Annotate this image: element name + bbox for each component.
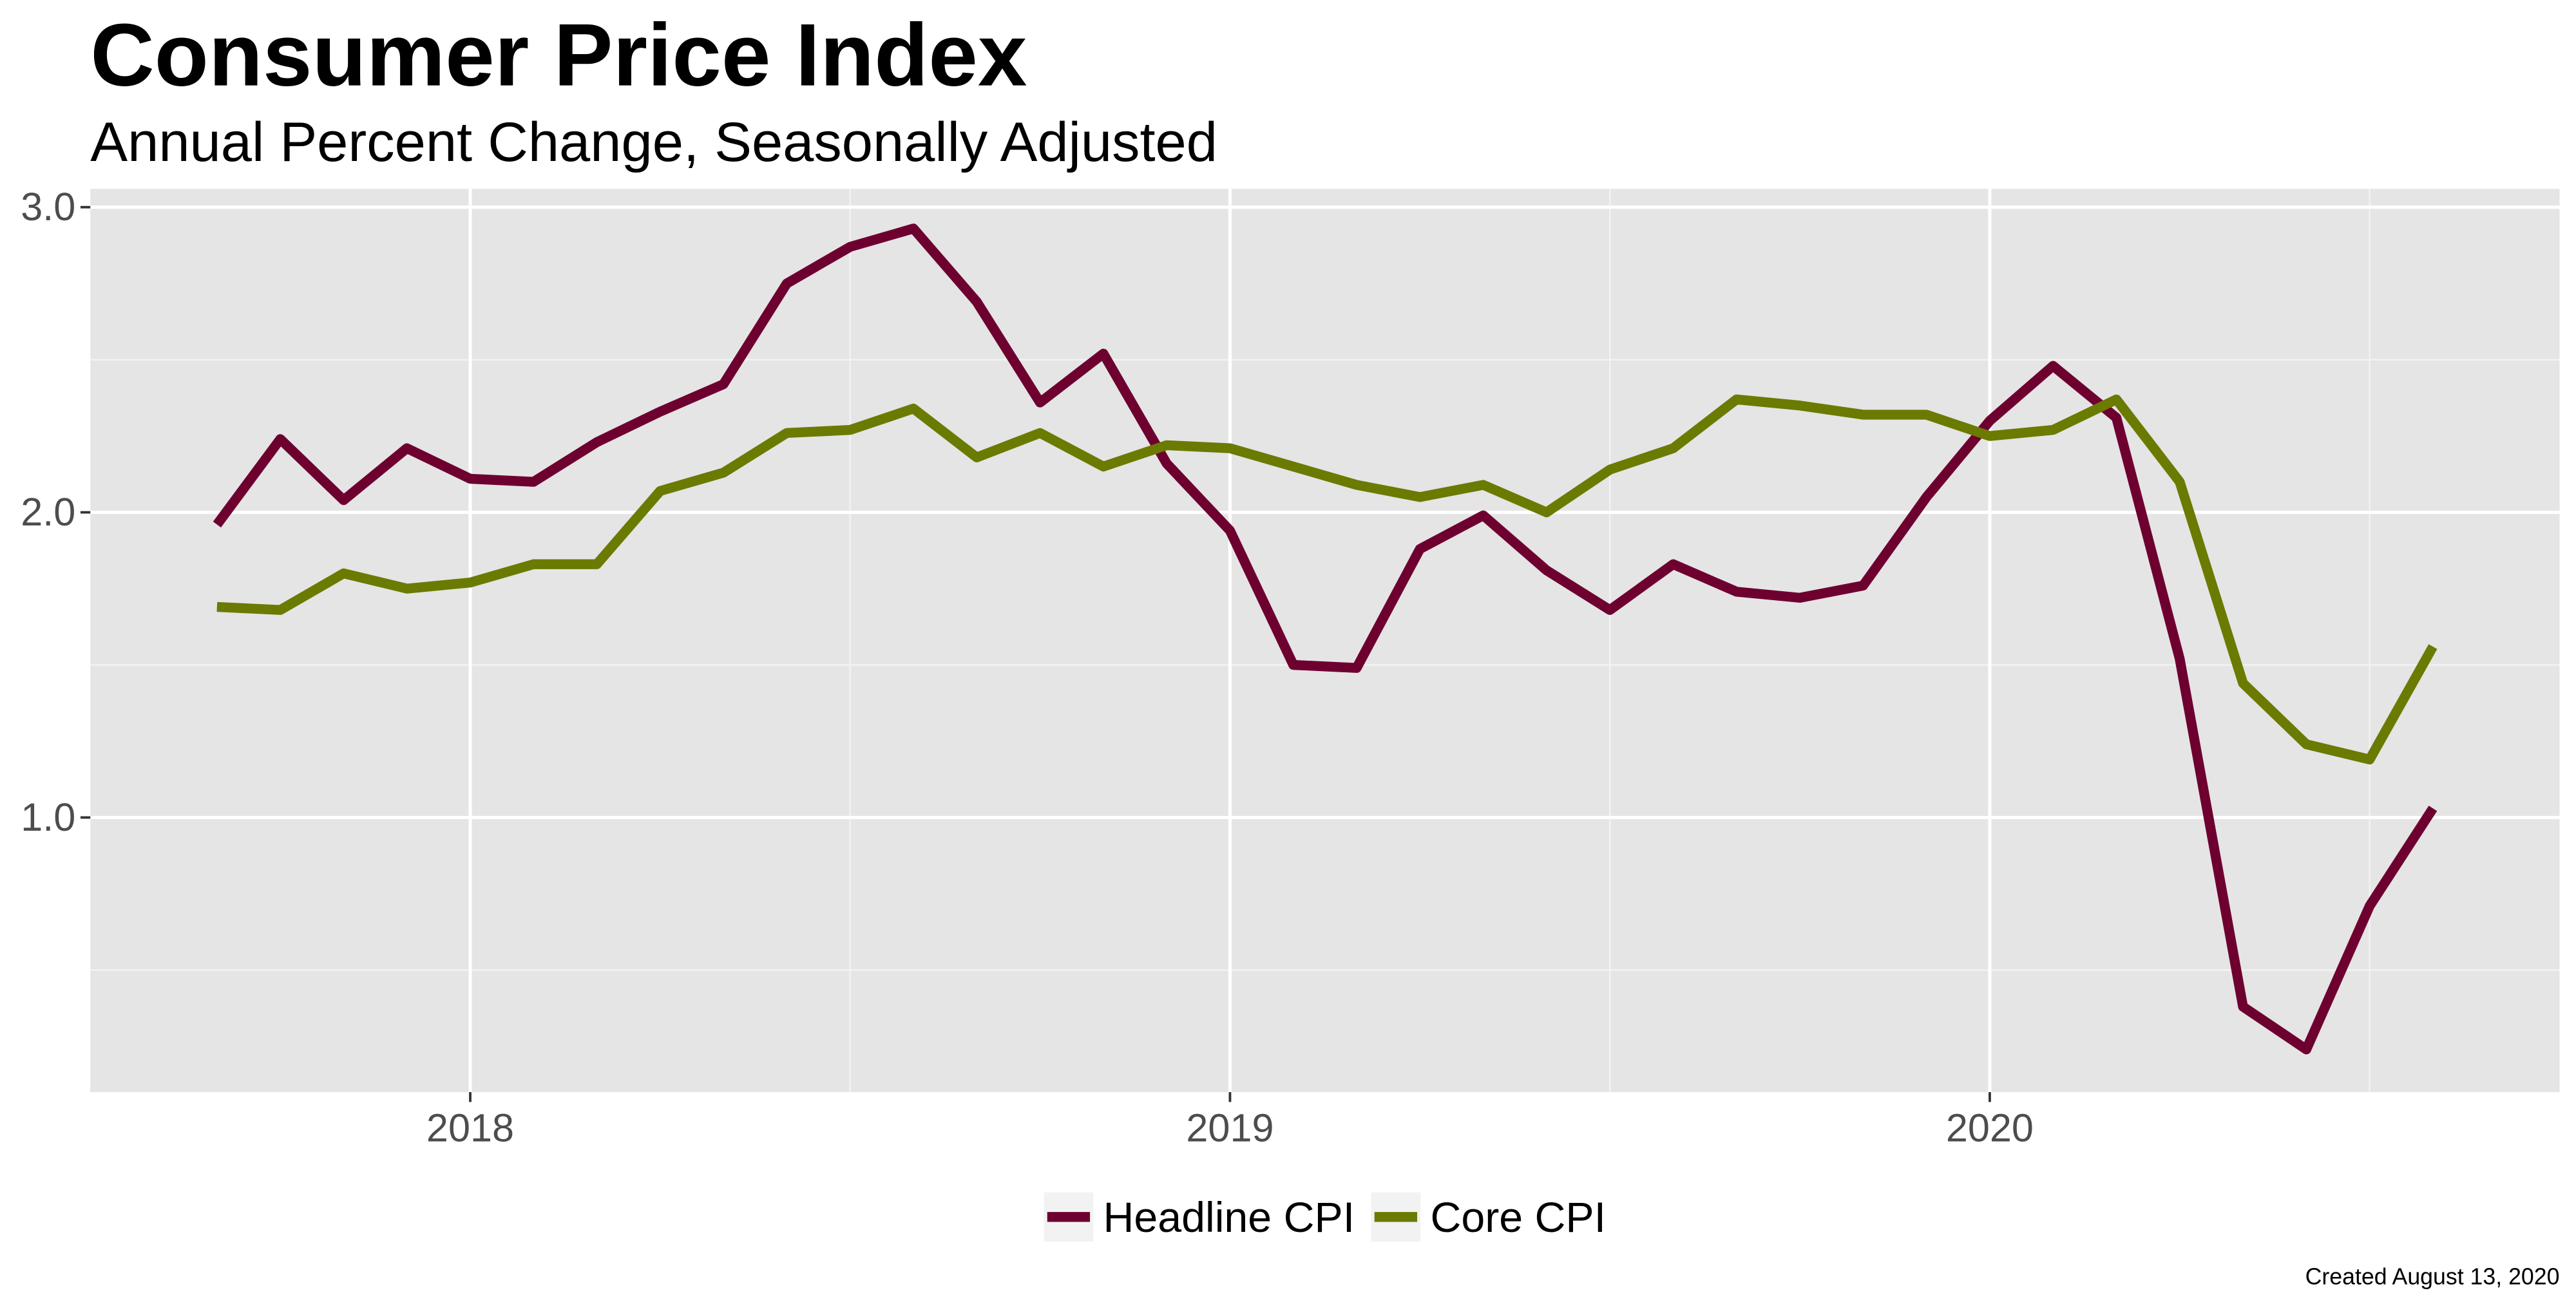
caption: Created August 13, 2020 bbox=[2305, 1263, 2560, 1289]
x-tick-label: 2019 bbox=[1186, 1106, 1274, 1150]
x-tick-label: 2020 bbox=[1946, 1106, 2034, 1150]
chart-title: Consumer Price Index bbox=[90, 6, 1027, 105]
y-tick-label: 1.0 bbox=[21, 795, 75, 839]
y-tick-label: 2.0 bbox=[21, 490, 75, 534]
legend-label: Core CPI bbox=[1430, 1194, 1606, 1242]
chart-subtitle: Annual Percent Change, Seasonally Adjust… bbox=[90, 111, 1217, 173]
plot-background bbox=[90, 189, 2560, 1093]
data-line bbox=[216, 394, 2438, 765]
legend-label: Headline CPI bbox=[1103, 1194, 1355, 1242]
x-tick-label: 2018 bbox=[426, 1106, 514, 1150]
y-tick-label: 3.0 bbox=[21, 185, 75, 229]
data-line bbox=[213, 223, 2438, 1055]
